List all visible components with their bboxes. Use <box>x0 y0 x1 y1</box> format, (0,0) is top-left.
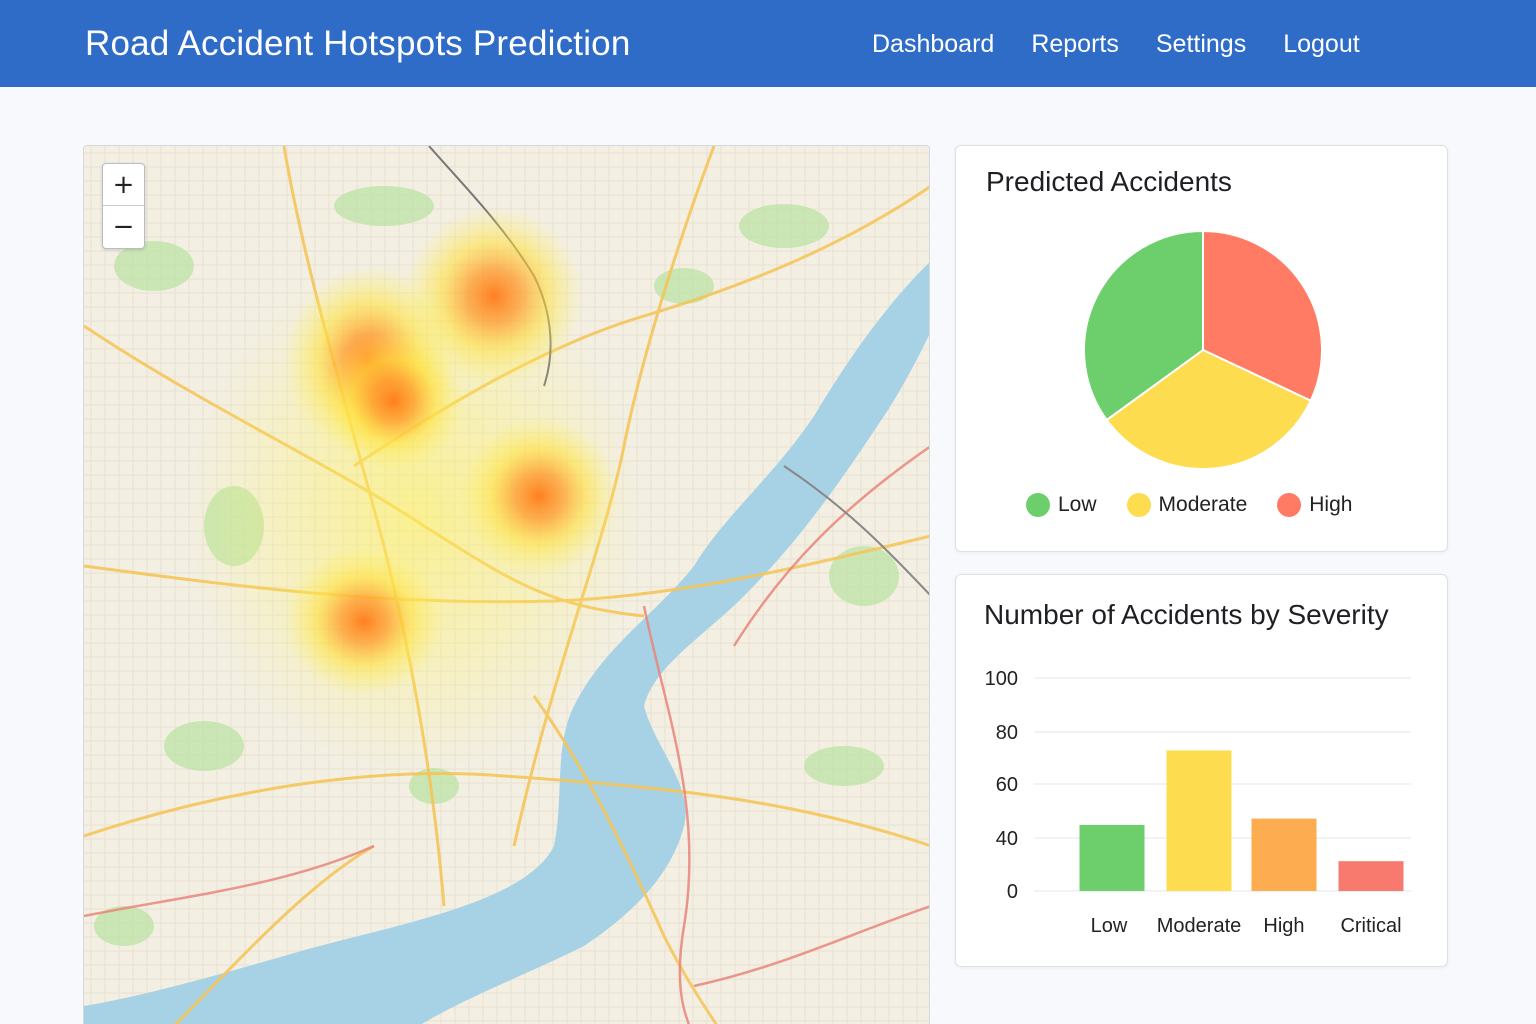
pie-slice-low <box>1083 229 1204 422</box>
pie-legend: Low Moderate High <box>1026 493 1382 517</box>
x-tick-label-moderate: Moderate <box>1157 915 1242 937</box>
pie-slice-moderate <box>1105 348 1313 470</box>
y-tick-label-40: 40 <box>996 828 1018 850</box>
top-navbar: Road Accident Hotspots Prediction Dashbo… <box>0 0 1536 87</box>
nav-logout[interactable]: Logout <box>1283 30 1360 58</box>
zoom-out-button[interactable]: − <box>103 206 144 248</box>
legend-swatch-low <box>1026 493 1050 517</box>
y-tick-label-0: 0 <box>1007 881 1018 903</box>
legend-label-moderate: Moderate <box>1158 493 1248 516</box>
map-canvas[interactable] <box>84 146 930 1024</box>
y-tick-label-60: 60 <box>996 774 1018 796</box>
x-tick-label-low: Low <box>1091 915 1128 937</box>
y-tick-label-100: 100 <box>985 668 1018 690</box>
x-tick-label-critical: Critical <box>1340 915 1401 937</box>
pie-chart <box>1083 229 1323 470</box>
legend-swatch-high <box>1277 493 1302 517</box>
y-tick-label-80: 80 <box>996 722 1018 744</box>
bar-moderate <box>1166 750 1232 891</box>
bar-chart: 0 40 60 80 100 Low Moderate High Critical <box>985 668 1411 937</box>
heatmap-layer <box>184 206 644 776</box>
app-title: Road Accident Hotspots Prediction <box>85 24 631 63</box>
hotspot-map[interactable]: + − <box>83 145 930 1024</box>
x-tick-label-high: High <box>1263 915 1304 937</box>
zoom-in-button[interactable]: + <box>103 164 144 206</box>
bar-chart-title: Number of Accidents by Severity <box>984 599 1389 630</box>
bar-low <box>1079 824 1145 891</box>
legend-item-low: Low <box>1026 493 1097 517</box>
legend-swatch-moderate <box>1126 493 1151 517</box>
bar-critical <box>1338 861 1404 891</box>
minus-icon: − <box>112 212 135 242</box>
bar-high <box>1251 818 1317 891</box>
legend-label-high: High <box>1309 493 1353 516</box>
pie-slice-high <box>1202 229 1323 402</box>
main-nav: Dashboard Reports Settings Logout <box>872 30 1360 59</box>
severity-bar-card: Number of Accidents by Severity 0 40 60 80 1… <box>955 574 1448 967</box>
legend-label-low: Low <box>1058 493 1097 516</box>
legend-item-high: High <box>1277 493 1352 517</box>
predicted-accidents-card: Predicted Accidents Low Moderate High <box>955 145 1448 552</box>
nav-reports[interactable]: Reports <box>1031 30 1119 58</box>
map-highways <box>84 445 929 1024</box>
nav-dashboard[interactable]: Dashboard <box>872 30 995 58</box>
zoom-control: + − <box>102 163 145 249</box>
nav-settings[interactable]: Settings <box>1155 30 1247 58</box>
legend-item-moderate: Moderate <box>1126 493 1248 517</box>
plus-icon: + <box>112 169 135 200</box>
pie-chart-title: Predicted Accidents <box>986 166 1232 197</box>
map-railway-east <box>783 465 929 596</box>
